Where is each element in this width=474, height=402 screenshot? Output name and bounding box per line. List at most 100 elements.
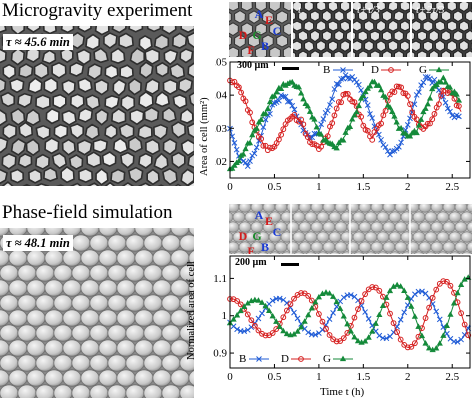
marker-triangle — [422, 105, 429, 111]
cell-shape — [35, 94, 51, 110]
marker-triangle — [235, 157, 243, 164]
marker-triangle — [408, 303, 415, 309]
cell-shape — [138, 182, 153, 186]
sim-cell-shape — [44, 249, 64, 267]
cell-shape — [161, 167, 178, 186]
inset-cell — [465, 10, 472, 22]
cell-shape — [61, 79, 76, 96]
inset-cell — [345, 30, 351, 43]
marker-x — [284, 98, 291, 105]
marker-circle — [382, 107, 389, 114]
sim-cell-shape — [125, 264, 145, 282]
cell-shape — [52, 93, 67, 110]
inset-cell — [321, 30, 333, 42]
sim-cell-shape — [188, 280, 194, 296]
sim-cell-shape — [71, 264, 91, 282]
marker-triangle — [246, 139, 254, 146]
marker-x — [398, 139, 404, 146]
cell-shape — [27, 77, 43, 94]
marker-circle — [440, 87, 447, 94]
legend-label-b: B — [323, 64, 330, 76]
marker-triangle — [273, 318, 280, 324]
cell-shape — [111, 26, 127, 34]
marker-triangle — [382, 93, 389, 100]
cell-shape — [2, 123, 17, 140]
inset-cell — [405, 50, 410, 57]
marker-x — [348, 292, 354, 298]
marker-triangle — [391, 113, 398, 119]
cell-shape — [128, 26, 144, 33]
inset-cell — [428, 49, 439, 57]
sim-cell-shape — [143, 234, 163, 252]
cell-shape — [1, 180, 14, 186]
marker-x — [309, 134, 316, 141]
cell-shape — [43, 76, 59, 95]
inset-cell — [334, 30, 345, 42]
marker-triangle — [297, 90, 305, 96]
cell-shape — [76, 139, 93, 156]
inset-cell — [327, 20, 339, 32]
inset-cell — [315, 20, 327, 32]
marker-triangle — [383, 294, 390, 300]
marker-triangle — [355, 102, 363, 109]
marker-x — [436, 316, 443, 323]
marker-x — [422, 290, 429, 297]
sim-cell-shape — [53, 264, 73, 282]
sim-cell-shape — [0, 324, 19, 342]
inset-cell — [315, 40, 327, 52]
marker-x — [397, 316, 404, 323]
marker-triangle — [257, 116, 265, 122]
marker-circle — [408, 343, 415, 350]
marker-x — [234, 326, 240, 333]
marker-x — [396, 143, 402, 150]
marker-circle — [447, 282, 454, 289]
marker-x — [233, 146, 240, 153]
cell-shape — [77, 107, 94, 123]
cell-shape — [153, 123, 168, 140]
sim-cell-shape — [179, 324, 194, 342]
plot-frame — [229, 255, 471, 369]
marker-triangle — [333, 144, 340, 151]
marker-triangle — [295, 83, 303, 90]
cell-letter-b: B — [261, 39, 269, 53]
legend-label-b: B — [239, 353, 246, 365]
inset-cell — [458, 2, 470, 12]
marker-circle — [369, 284, 376, 290]
inset-cell — [375, 2, 386, 12]
marker-triangle — [242, 145, 249, 152]
sim-cell-shape — [71, 294, 91, 312]
marker-triangle — [372, 320, 379, 326]
cell-shape — [0, 168, 8, 185]
marker-x — [356, 81, 362, 88]
cell-shape — [95, 167, 109, 186]
y-tick-label: 1.1 — [213, 273, 227, 285]
inset-cell — [327, 40, 339, 53]
cell-shape — [53, 123, 69, 140]
sim-cell-shape — [26, 369, 46, 387]
x-tick-label: 0.5 — [268, 181, 282, 193]
marker-triangle — [397, 124, 405, 131]
marker-circle — [244, 311, 251, 318]
marker-circle — [260, 142, 267, 149]
cell-letter-e: E — [265, 13, 273, 27]
top-scale-label: 300 µm — [237, 60, 269, 71]
cell-shape — [118, 123, 135, 140]
cell-shape — [43, 166, 58, 182]
cell-shape — [60, 26, 75, 34]
marker-triangle — [440, 74, 447, 81]
inset-cell — [387, 19, 399, 32]
marker-triangle — [240, 150, 247, 157]
sim-cell-shape — [80, 249, 100, 267]
marker-triangle — [294, 328, 301, 334]
cell-shape — [35, 153, 51, 170]
sim-cell-shape — [0, 354, 19, 372]
sim-cell-shape — [44, 309, 64, 327]
marker-circle — [358, 113, 365, 120]
marker-x — [340, 75, 347, 82]
sim-cell-shape — [134, 249, 154, 267]
sim-cell-shape — [116, 228, 136, 237]
cell-shape — [17, 153, 33, 169]
marker-x — [294, 315, 301, 322]
marker-circle — [237, 301, 244, 308]
